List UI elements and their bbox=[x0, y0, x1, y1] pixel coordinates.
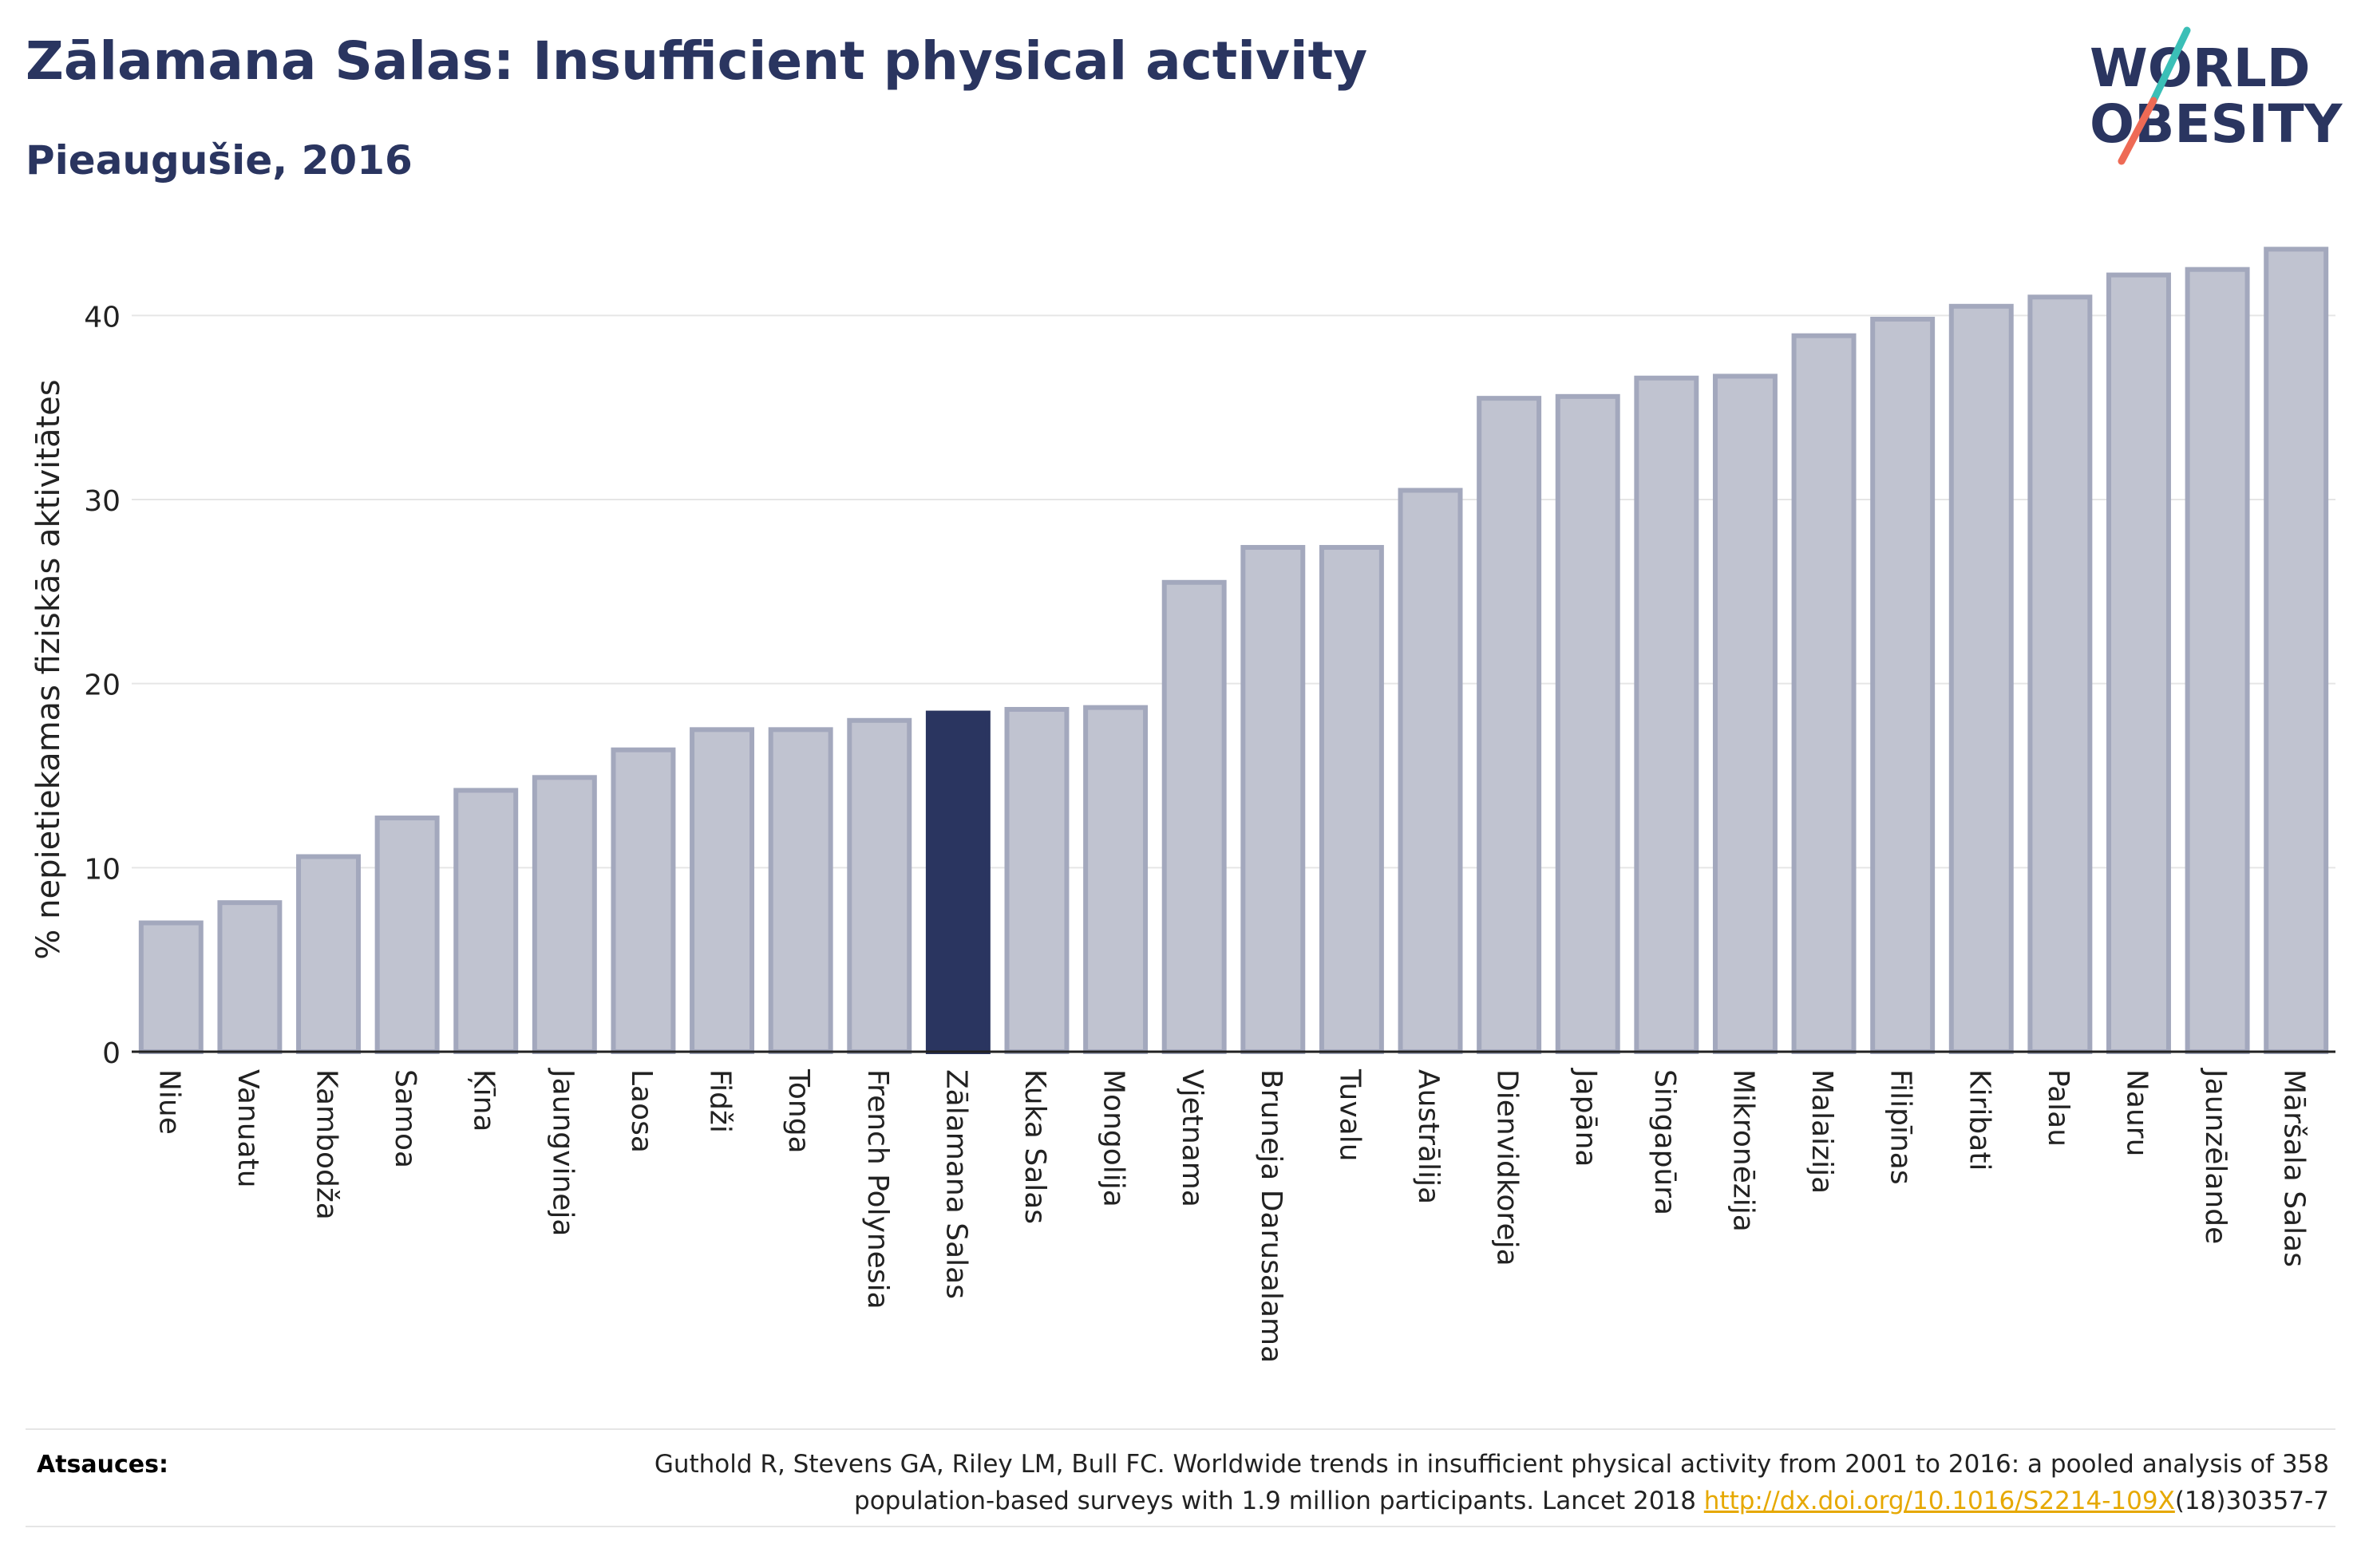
bar bbox=[768, 727, 833, 1054]
x-tick-label: Niue bbox=[152, 1069, 185, 1135]
bar bbox=[1398, 488, 1463, 1054]
x-axis-labels: Niue Vanuatu Kambodža Samoa Ķīna Jaungvineja L… bbox=[152, 1068, 2310, 1363]
x-tick-label: Japāna bbox=[1569, 1068, 1602, 1167]
bar bbox=[1791, 333, 1857, 1054]
bar bbox=[1948, 303, 2014, 1054]
x-tick-label: Singapūra bbox=[1648, 1069, 1681, 1215]
x-tick-label: Jaunzēlande bbox=[2199, 1068, 2232, 1244]
x-tick-label: Nauru bbox=[2120, 1069, 2153, 1156]
bar bbox=[1083, 705, 1149, 1054]
page-subtitle: Pieaugušie, 2016 bbox=[26, 137, 413, 184]
bar bbox=[453, 788, 519, 1054]
bar bbox=[611, 747, 676, 1054]
bar bbox=[1004, 706, 1070, 1055]
bar bbox=[1634, 375, 1699, 1054]
sources-text: Guthold R, Stevens GA, Riley LM, Bull FC… bbox=[493, 1446, 2329, 1519]
bar-highlight bbox=[925, 710, 991, 1054]
sources-label: Atsauces: bbox=[37, 1451, 168, 1479]
x-tick-label: Kiribati bbox=[1963, 1069, 1995, 1171]
x-tick-label: Fidži bbox=[704, 1069, 737, 1133]
logo-slash-coral-icon bbox=[2118, 97, 2157, 165]
x-tick-label: Austrālija bbox=[1412, 1069, 1445, 1204]
bar bbox=[138, 920, 204, 1054]
x-tick-label: Māršala Salas bbox=[2278, 1069, 2311, 1267]
x-tick-label: Mikronēzija bbox=[1726, 1069, 1759, 1232]
bar bbox=[690, 727, 755, 1054]
x-tick-label: Ķīna bbox=[468, 1069, 500, 1132]
sources-line1: Guthold R, Stevens GA, Riley LM, Bull FC… bbox=[654, 1450, 2329, 1479]
y-axis-ticks: 0 10 20 30 40 bbox=[84, 301, 121, 1070]
x-tick-label: Laosa bbox=[625, 1069, 658, 1153]
bar bbox=[2185, 267, 2250, 1054]
x-tick-label: Filipīnas bbox=[1884, 1069, 1917, 1185]
y-tick-label: 20 bbox=[84, 669, 121, 702]
sources-line2-pre: population-based surveys with 1.9 millio… bbox=[854, 1487, 1704, 1515]
bar bbox=[1712, 373, 1778, 1055]
x-tick-label: Palau bbox=[2042, 1069, 2074, 1147]
x-tick-label: Malaizija bbox=[1805, 1069, 1838, 1194]
y-tick-label: 0 bbox=[102, 1037, 121, 1070]
x-tick-label: Tonga bbox=[782, 1068, 815, 1154]
bar bbox=[2264, 247, 2329, 1054]
x-tick-label: Samoa bbox=[389, 1069, 421, 1168]
x-tick-label: Vjetnama bbox=[1176, 1069, 1208, 1207]
bar bbox=[532, 775, 597, 1054]
bar bbox=[374, 816, 440, 1054]
bar bbox=[847, 717, 912, 1054]
bars bbox=[138, 247, 2329, 1055]
x-tick-label: Zālamana Salas bbox=[939, 1069, 972, 1299]
x-tick-label: Jaungvineja bbox=[546, 1068, 579, 1237]
bar bbox=[2106, 272, 2171, 1054]
x-tick-label: Kuka Salas bbox=[1018, 1069, 1051, 1224]
x-tick-label: Kambodža bbox=[310, 1069, 343, 1220]
bar bbox=[1240, 544, 1306, 1054]
x-tick-label: Tuvalu bbox=[1333, 1068, 1366, 1162]
x-tick-label: Bruneja Darusalama bbox=[1255, 1069, 1287, 1363]
y-tick-label: 40 bbox=[84, 301, 121, 334]
x-tick-label: Dienvidkoreja bbox=[1491, 1069, 1524, 1266]
page-title: Zālamana Salas: Insufficient physical ac… bbox=[26, 30, 1368, 92]
bar bbox=[217, 900, 283, 1055]
footer-divider-bottom bbox=[26, 1526, 2335, 1527]
bar bbox=[1555, 393, 1620, 1054]
bar bbox=[1870, 316, 1936, 1054]
x-tick-label: Vanuatu bbox=[231, 1069, 264, 1188]
bar-chart: 0 10 20 30 40 Niue Vanuatu Kambodža Samoa Ķīna Ja… bbox=[30, 247, 2335, 1363]
y-axis-label: % nepietiekamas fiziskās aktivitātes bbox=[30, 379, 67, 959]
bar bbox=[1319, 544, 1384, 1054]
y-tick-label: 30 bbox=[84, 485, 121, 518]
bar bbox=[1161, 579, 1227, 1054]
x-tick-label: Mongolija bbox=[1097, 1069, 1130, 1207]
sources-doi-link[interactable]: http://dx.doi.org/10.1016/S2214-109X bbox=[1703, 1487, 2175, 1515]
sources-line2-post: (18)30357-7 bbox=[2174, 1487, 2329, 1515]
bar bbox=[2027, 294, 2093, 1054]
x-tick-label: French Polynesia bbox=[861, 1069, 894, 1309]
logo-line-world: WORLD bbox=[2090, 38, 2311, 99]
logo-slash-teal-icon bbox=[2149, 26, 2191, 105]
bar bbox=[296, 854, 361, 1054]
bar bbox=[1477, 396, 1542, 1054]
footer-divider-top bbox=[26, 1428, 2335, 1430]
y-tick-label: 10 bbox=[84, 853, 121, 886]
world-obesity-logo: WORLD OBESITY bbox=[2090, 26, 2343, 165]
